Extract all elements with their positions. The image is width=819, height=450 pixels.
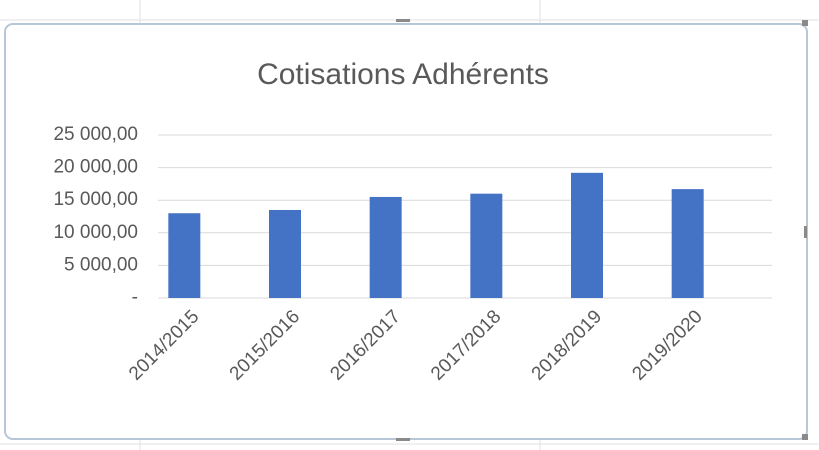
bar xyxy=(671,189,704,298)
bar xyxy=(168,213,201,298)
bar xyxy=(369,196,402,298)
chart-title: Cotisations Adhérents xyxy=(257,58,549,91)
bar xyxy=(571,172,603,298)
y-tick-label: 10 000,00 xyxy=(53,222,138,243)
bar xyxy=(269,209,301,298)
y-tick-label: - xyxy=(132,287,138,308)
bar xyxy=(470,193,503,298)
resize-handles xyxy=(396,19,808,441)
y-tick-label: 20 000,00 xyxy=(53,157,138,178)
y-tick-label: 25 000,00 xyxy=(53,124,138,145)
y-tick-label: 5 000,00 xyxy=(64,254,138,275)
y-tick-label: 15 000,00 xyxy=(53,189,138,210)
